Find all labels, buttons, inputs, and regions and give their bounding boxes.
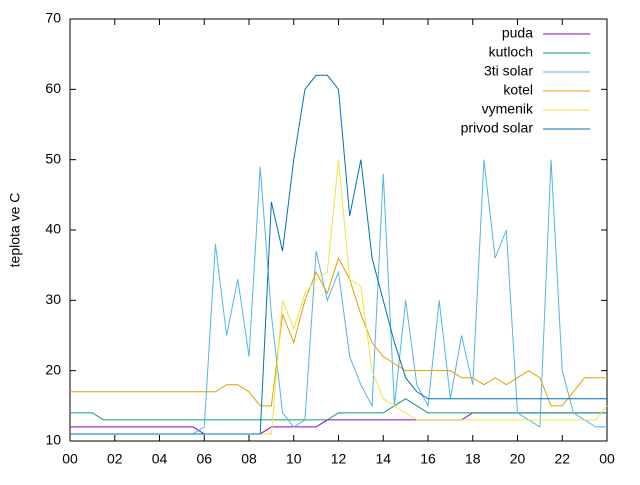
- legend-label: 3ti solar: [484, 63, 533, 79]
- x-tick-label: 04: [152, 451, 168, 467]
- series-line: [70, 398, 607, 421]
- x-tick-label: 02: [107, 451, 123, 467]
- y-tick-label: 10: [45, 432, 61, 448]
- legend-label: kotel: [503, 82, 533, 98]
- x-tick-label: 00: [599, 451, 615, 467]
- x-tick-label: 08: [241, 451, 257, 467]
- series-line: [70, 256, 607, 407]
- x-tick-label: 18: [465, 451, 481, 467]
- x-tick-label: 14: [375, 451, 391, 467]
- x-tick-label: 12: [331, 451, 347, 467]
- x-tick-label: 10: [286, 451, 302, 467]
- legend-label: puda: [502, 25, 533, 41]
- y-tick-label: 40: [45, 221, 61, 237]
- x-tick-label: 06: [196, 451, 212, 467]
- y-tick-label: 50: [45, 150, 61, 166]
- x-tick-label: 00: [62, 451, 78, 467]
- series-line: [70, 74, 607, 435]
- y-tick-label: 20: [45, 361, 61, 377]
- y-tick-label: 60: [45, 80, 61, 96]
- series-line: [70, 159, 608, 435]
- series-line: [70, 412, 607, 435]
- legend-label: kutloch: [489, 44, 533, 60]
- legend-label: vymenik: [482, 101, 534, 117]
- x-tick-label: 20: [510, 451, 526, 467]
- legend-label: privod solar: [461, 120, 534, 136]
- x-tick-label: 22: [554, 451, 570, 467]
- y-axis-label: teplota ve C: [7, 193, 23, 268]
- y-tick-label: 30: [45, 291, 61, 307]
- x-tick-label: 16: [420, 451, 436, 467]
- y-tick-label: 70: [45, 10, 61, 26]
- series-line: [70, 159, 607, 435]
